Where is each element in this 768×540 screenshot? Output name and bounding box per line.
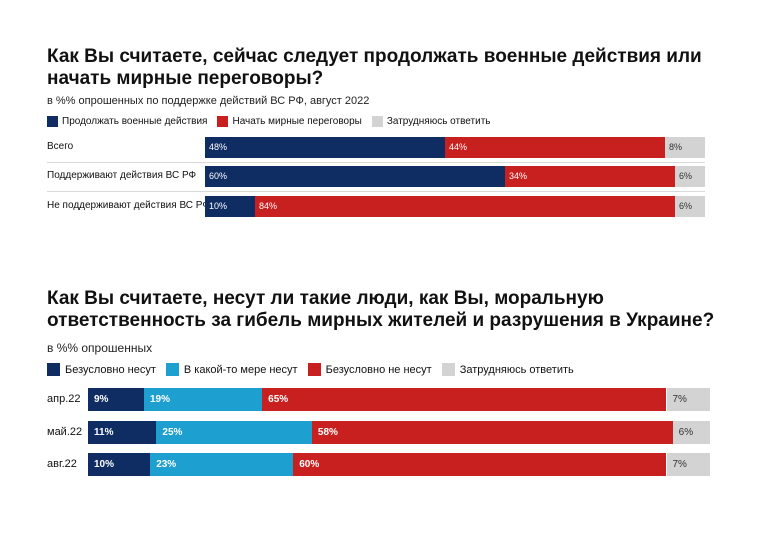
legend-item: Затрудняюсь ответить bbox=[371, 116, 491, 127]
legend-item: Затрудняюсь ответить bbox=[441, 363, 574, 376]
legend-swatch bbox=[47, 116, 58, 127]
bar-segment bbox=[675, 196, 705, 217]
data-label: 9% bbox=[94, 393, 109, 405]
legend-item: Безусловно не несут bbox=[307, 363, 432, 376]
legend-item: Безусловно несут bbox=[47, 363, 156, 376]
legend-label: Затрудняюсь ответить bbox=[386, 116, 491, 127]
row-separator bbox=[47, 191, 705, 192]
data-label: 44% bbox=[449, 141, 468, 152]
bar-segment bbox=[666, 388, 710, 411]
data-label: 48% bbox=[209, 141, 228, 152]
bar-segment bbox=[505, 166, 675, 187]
legend-swatch bbox=[217, 116, 229, 127]
legend-label: Затрудняюсь ответить bbox=[459, 363, 574, 376]
legend-label: Продолжать военные действия bbox=[62, 116, 208, 127]
bar-segment bbox=[88, 388, 144, 411]
category-label: апр.22 bbox=[47, 392, 81, 405]
legend-swatch bbox=[441, 363, 455, 376]
category-label: Не поддерживают действия ВС РФ bbox=[47, 199, 210, 211]
data-label: 7% bbox=[672, 393, 687, 405]
legend-swatch bbox=[165, 363, 179, 376]
legend-swatch bbox=[307, 363, 321, 376]
bar-segment bbox=[666, 453, 710, 476]
legend-item: Продолжать военные действия bbox=[47, 116, 207, 127]
data-label: 65% bbox=[268, 393, 289, 405]
data-label: 10% bbox=[209, 200, 228, 211]
data-label: 6% bbox=[679, 200, 693, 211]
bar-segment bbox=[156, 421, 312, 444]
data-label: 84% bbox=[259, 200, 278, 211]
bar-segment bbox=[150, 453, 294, 476]
bar-segment bbox=[205, 196, 255, 217]
category-label: май.22 bbox=[47, 425, 83, 438]
category-label: Всего bbox=[47, 140, 74, 152]
chart-legend: Продолжать военные действия Начать мирные… bbox=[47, 116, 501, 127]
bar-segment bbox=[205, 166, 505, 187]
bar-segment bbox=[311, 421, 673, 444]
data-label: 11% bbox=[94, 426, 114, 438]
legend-label: Безусловно несут bbox=[65, 363, 156, 376]
data-label: 60% bbox=[209, 170, 228, 181]
bar-segment bbox=[88, 453, 151, 476]
chart-title: Как Вы считаете, сейчас следует продолжа… bbox=[47, 46, 702, 90]
category-label: Поддерживают действия ВС РФ bbox=[47, 169, 197, 181]
bar-segment bbox=[144, 388, 263, 411]
data-label: 10% bbox=[94, 458, 115, 470]
legend-label: Начать мирные переговоры bbox=[232, 116, 362, 127]
bar-segment bbox=[293, 453, 667, 476]
bar-segment bbox=[665, 137, 705, 158]
data-label: 60% bbox=[299, 458, 320, 470]
category-label: авг.22 bbox=[47, 457, 77, 470]
bar-segment bbox=[205, 137, 445, 158]
data-label: 8% bbox=[669, 141, 683, 152]
bar-segment bbox=[255, 196, 675, 217]
data-label: 23% bbox=[156, 458, 177, 470]
data-label: 25% bbox=[162, 426, 183, 438]
bar-segment bbox=[675, 166, 705, 187]
legend-swatch bbox=[371, 116, 383, 127]
chart-legend: Безусловно несут В какой-то мере несут Без… bbox=[47, 363, 584, 376]
legend-swatch bbox=[47, 363, 60, 376]
data-label: 7% bbox=[672, 458, 687, 470]
data-label: 34% bbox=[509, 170, 528, 181]
legend-item: Начать мирные переговоры bbox=[217, 116, 362, 127]
legend-item: В какой-то мере несут bbox=[165, 363, 298, 376]
data-label: 19% bbox=[149, 393, 170, 405]
chart-subtitle: в %% опрошенных по поддержке действий ВС… bbox=[47, 95, 370, 107]
bar-segment bbox=[262, 388, 667, 411]
legend-label: Безусловно не несут bbox=[325, 363, 432, 376]
bar-segment bbox=[672, 421, 710, 444]
chart-subtitle: в %% опрошенных bbox=[47, 341, 153, 355]
data-label: 6% bbox=[678, 426, 694, 438]
row-separator bbox=[47, 162, 705, 163]
chart-title: Как Вы считаете, несут ли такие люди, ка… bbox=[47, 288, 715, 332]
data-label: 6% bbox=[679, 170, 693, 181]
bar-segment bbox=[88, 421, 157, 444]
legend-label: В какой-то мере несут bbox=[183, 363, 298, 376]
bar-segment bbox=[445, 137, 665, 158]
data-label: 58% bbox=[317, 426, 338, 438]
